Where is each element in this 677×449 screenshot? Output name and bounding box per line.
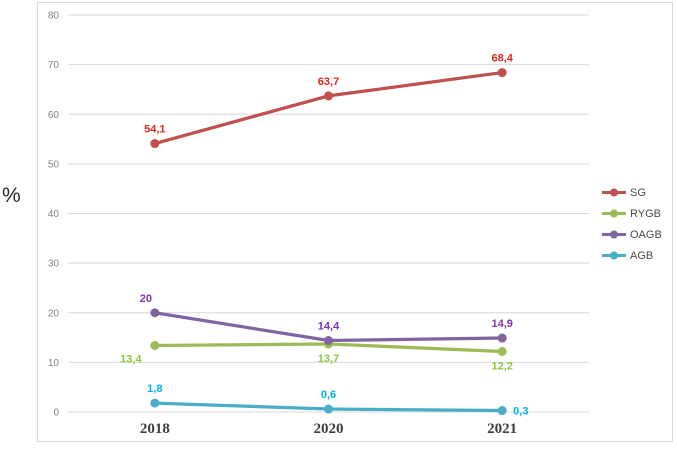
data-label-sg: 63,7 — [318, 76, 339, 88]
data-label-agb: 1,8 — [147, 383, 162, 395]
legend-marker-sg — [602, 188, 626, 197]
chart-frame: 0 10 20 30 40 50 60 70 80 2018 2020 2021 54,1 63,7 68,… — [37, 2, 673, 442]
legend-label-agb: AGB — [630, 249, 654, 262]
y-tick-label: 40 — [48, 209, 60, 220]
y-axis-title: % — [2, 184, 21, 207]
y-tick-label: 20 — [48, 308, 60, 319]
data-label-sg: 54,1 — [144, 124, 165, 136]
legend-item-rygb: RYGB — [601, 203, 662, 224]
data-point-sg — [497, 68, 507, 78]
y-tick-label: 60 — [48, 110, 60, 121]
data-point-oagb — [324, 336, 333, 346]
legend-item-sg: SG — [601, 182, 662, 203]
data-label-rygb: 12,2 — [491, 360, 512, 372]
data-label-oagb: 14,4 — [318, 321, 340, 333]
data-label-agb: 0,3 — [513, 406, 528, 418]
legend-marker-rygb — [602, 209, 626, 218]
data-point-rygb — [150, 341, 160, 351]
legend-label-rygb: RYGB — [630, 207, 661, 220]
data-point-sg — [150, 139, 160, 149]
y-tick-label: 70 — [48, 60, 60, 71]
data-point-oagb — [150, 308, 160, 318]
legend: SG RYGB OAGB A — [601, 182, 662, 266]
legend-item-oagb: OAGB — [601, 224, 662, 245]
legend-marker-agb — [602, 251, 626, 260]
data-point-agb — [150, 398, 160, 408]
x-tick-label: 2018 — [140, 421, 170, 437]
x-tick-label: 2021 — [487, 421, 517, 437]
y-tick-label: 80 — [48, 11, 60, 22]
data-point-agb — [324, 404, 333, 414]
data-label-sg: 68,4 — [491, 53, 513, 65]
data-label-rygb: 13,7 — [318, 353, 339, 365]
legend-label-oagb: OAGB — [630, 228, 662, 241]
x-tick-label: 2020 — [314, 421, 344, 437]
data-label-agb: 0,6 — [321, 389, 336, 401]
data-point-agb — [497, 406, 507, 416]
data-label-rygb: 13,4 — [120, 354, 142, 366]
data-label-oagb: 20 — [140, 293, 152, 305]
data-point-oagb — [497, 333, 507, 343]
data-point-sg — [324, 91, 333, 101]
y-tick-label: 50 — [48, 159, 60, 170]
legend-item-agb: AGB — [601, 245, 662, 266]
line-plot: 0 10 20 30 40 50 60 70 80 2018 2020 2021 54,1 63,7 68,… — [48, 11, 589, 437]
data-point-rygb — [497, 346, 507, 356]
y-tick-label: 30 — [48, 259, 60, 270]
legend-label-sg: SG — [630, 186, 646, 199]
data-label-oagb: 14,9 — [491, 318, 512, 330]
y-tick-label: 0 — [53, 408, 59, 419]
legend-marker-oagb — [602, 230, 626, 239]
y-tick-label: 10 — [48, 358, 60, 369]
